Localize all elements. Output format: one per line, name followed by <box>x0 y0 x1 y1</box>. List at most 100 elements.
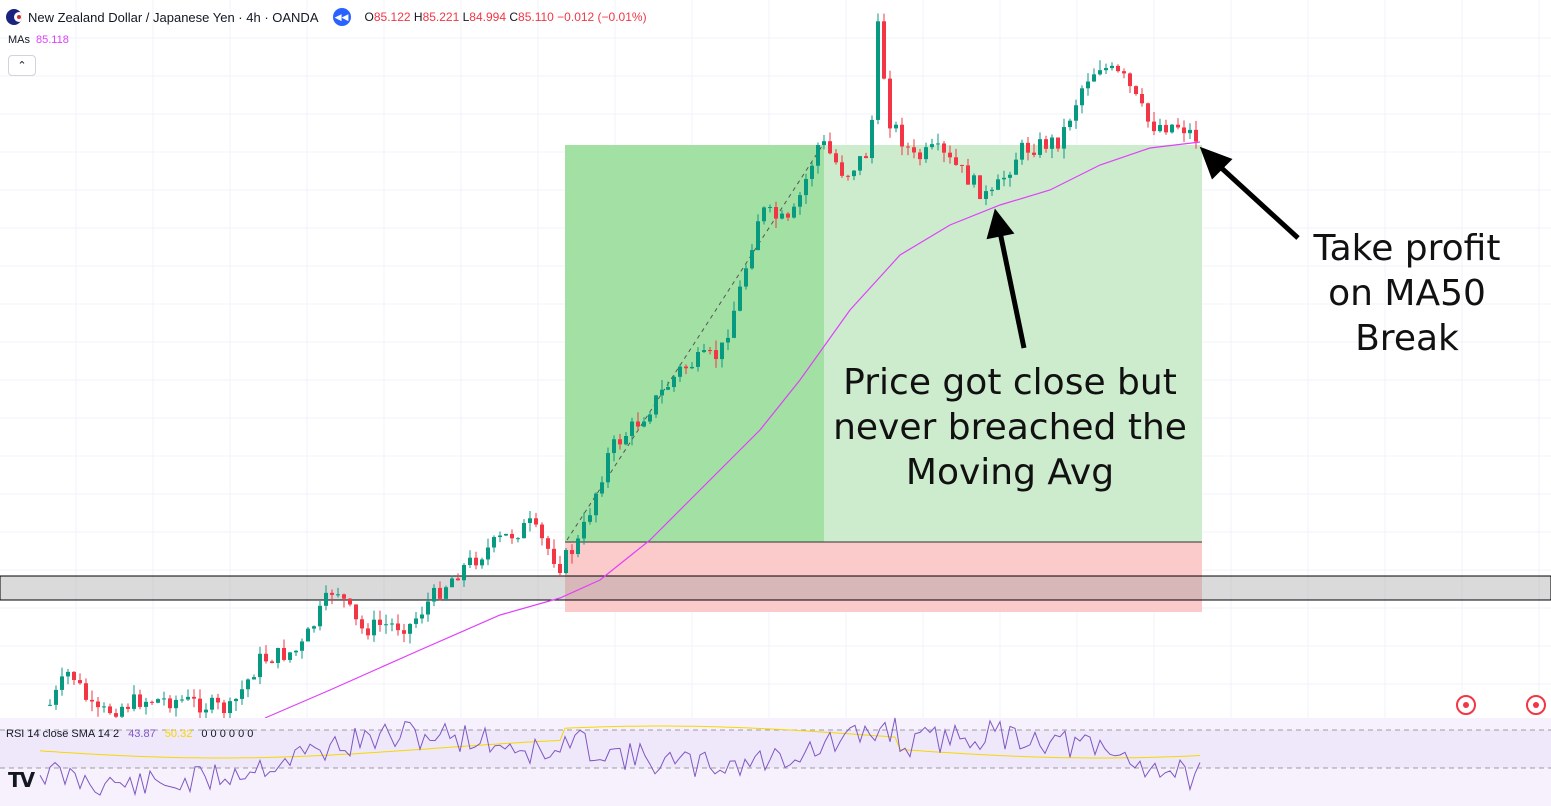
candle-body <box>918 152 922 160</box>
candle-body <box>660 389 664 396</box>
candle-body <box>702 350 706 353</box>
candle-body <box>330 592 334 595</box>
candle-body <box>84 683 88 700</box>
candle-body <box>492 537 496 548</box>
candle-body <box>930 144 934 148</box>
candle-body <box>180 699 184 701</box>
candle-body <box>1170 124 1174 133</box>
candle-body <box>432 587 436 602</box>
rsi-legend[interactable]: RSI 14 close SMA 14 2 43.87 50.32 0 0 0 … <box>6 728 253 740</box>
candle-body <box>174 699 178 709</box>
candle-body <box>456 578 460 581</box>
rewind-icon[interactable]: ◀◀ <box>332 8 351 26</box>
candle-body <box>666 387 670 390</box>
candle-body <box>414 618 418 624</box>
rsi-line <box>39 717 1201 797</box>
arrow-take-profit-head <box>1199 146 1233 180</box>
candle-body <box>108 706 112 714</box>
candle-body <box>516 538 520 540</box>
profit-zone-light <box>824 145 1202 542</box>
candle-body <box>1140 93 1144 104</box>
collapse-legend-button[interactable]: ⌃ <box>8 55 36 76</box>
chevron-up-icon: ⌃ <box>17 60 27 72</box>
ma-legend[interactable]: MAs 85.118 <box>8 34 69 46</box>
candle-body <box>582 521 586 539</box>
candle-body <box>504 533 508 536</box>
candle-body <box>594 493 598 516</box>
candle-body <box>882 21 886 79</box>
rsi-pane <box>0 717 1551 806</box>
candle-body <box>564 550 568 574</box>
candle-body <box>48 704 52 706</box>
candle-body <box>1188 129 1192 134</box>
candle-body <box>936 143 940 145</box>
candle-body <box>654 395 658 415</box>
candle-body <box>480 559 484 566</box>
candle-body <box>852 170 856 177</box>
candle-body <box>252 677 256 680</box>
candle-body <box>246 679 250 690</box>
candle-body <box>486 547 490 560</box>
candle-body <box>138 694 142 707</box>
candle-body <box>678 366 682 377</box>
candle-body <box>342 594 346 599</box>
target-icon-right[interactable] <box>1526 695 1546 715</box>
candle-body <box>984 191 988 199</box>
target-icon[interactable] <box>1456 695 1476 715</box>
candle-body <box>1194 129 1198 142</box>
candle-body <box>1164 125 1168 133</box>
candle-body <box>636 421 640 427</box>
candle-body <box>810 165 814 179</box>
candle-body <box>876 21 880 120</box>
candle-body <box>192 696 196 699</box>
candle-body <box>1182 127 1186 134</box>
candle-body <box>534 518 538 525</box>
candle-body <box>1080 88 1084 106</box>
candle-body <box>720 342 724 360</box>
candle-body <box>846 175 850 177</box>
candle-body <box>402 630 406 634</box>
candle-body <box>948 152 952 158</box>
candle-body <box>792 206 796 218</box>
candle-body <box>324 592 328 606</box>
rsi-label: RSI 14 close SMA 14 2 <box>6 728 120 740</box>
rsi-ma-line <box>39 725 1201 759</box>
candle-body <box>312 626 316 629</box>
candle-body <box>690 366 694 369</box>
candle-body <box>54 689 58 705</box>
candle-body <box>552 548 556 564</box>
candle-body <box>696 352 700 367</box>
candle-body <box>426 601 430 615</box>
candle-body <box>942 143 946 153</box>
candle-body <box>732 310 736 338</box>
candle-body <box>954 157 958 165</box>
candle-body <box>1062 127 1066 149</box>
candle-body <box>210 697 214 710</box>
candle-body <box>630 421 634 436</box>
candle-body <box>1008 174 1012 178</box>
candle-body <box>270 661 274 663</box>
candle-body <box>222 702 226 714</box>
candle-body <box>102 706 106 708</box>
candle-body <box>462 565 466 581</box>
candle-body <box>1074 105 1078 121</box>
candle-body <box>390 623 394 625</box>
tradingview-logo[interactable]: TV <box>8 768 35 792</box>
symbol-title[interactable]: New Zealand Dollar / Japanese Yen · 4h ·… <box>28 9 319 25</box>
candle-body <box>396 623 400 631</box>
candle-body <box>468 557 472 566</box>
candle-body <box>1050 137 1054 149</box>
ma-label: MAs <box>8 34 30 46</box>
ma-value: 85.118 <box>36 34 69 46</box>
candle-body <box>144 701 148 707</box>
candle-body <box>168 698 172 709</box>
trend-guide-line <box>566 145 823 541</box>
candle-body <box>996 179 1000 190</box>
arrow-take-profit <box>1214 161 1300 240</box>
candle-body <box>966 165 970 185</box>
candle-body <box>126 706 130 709</box>
candle-body <box>234 698 238 702</box>
candle-body <box>822 141 826 146</box>
candle-body <box>78 680 82 684</box>
